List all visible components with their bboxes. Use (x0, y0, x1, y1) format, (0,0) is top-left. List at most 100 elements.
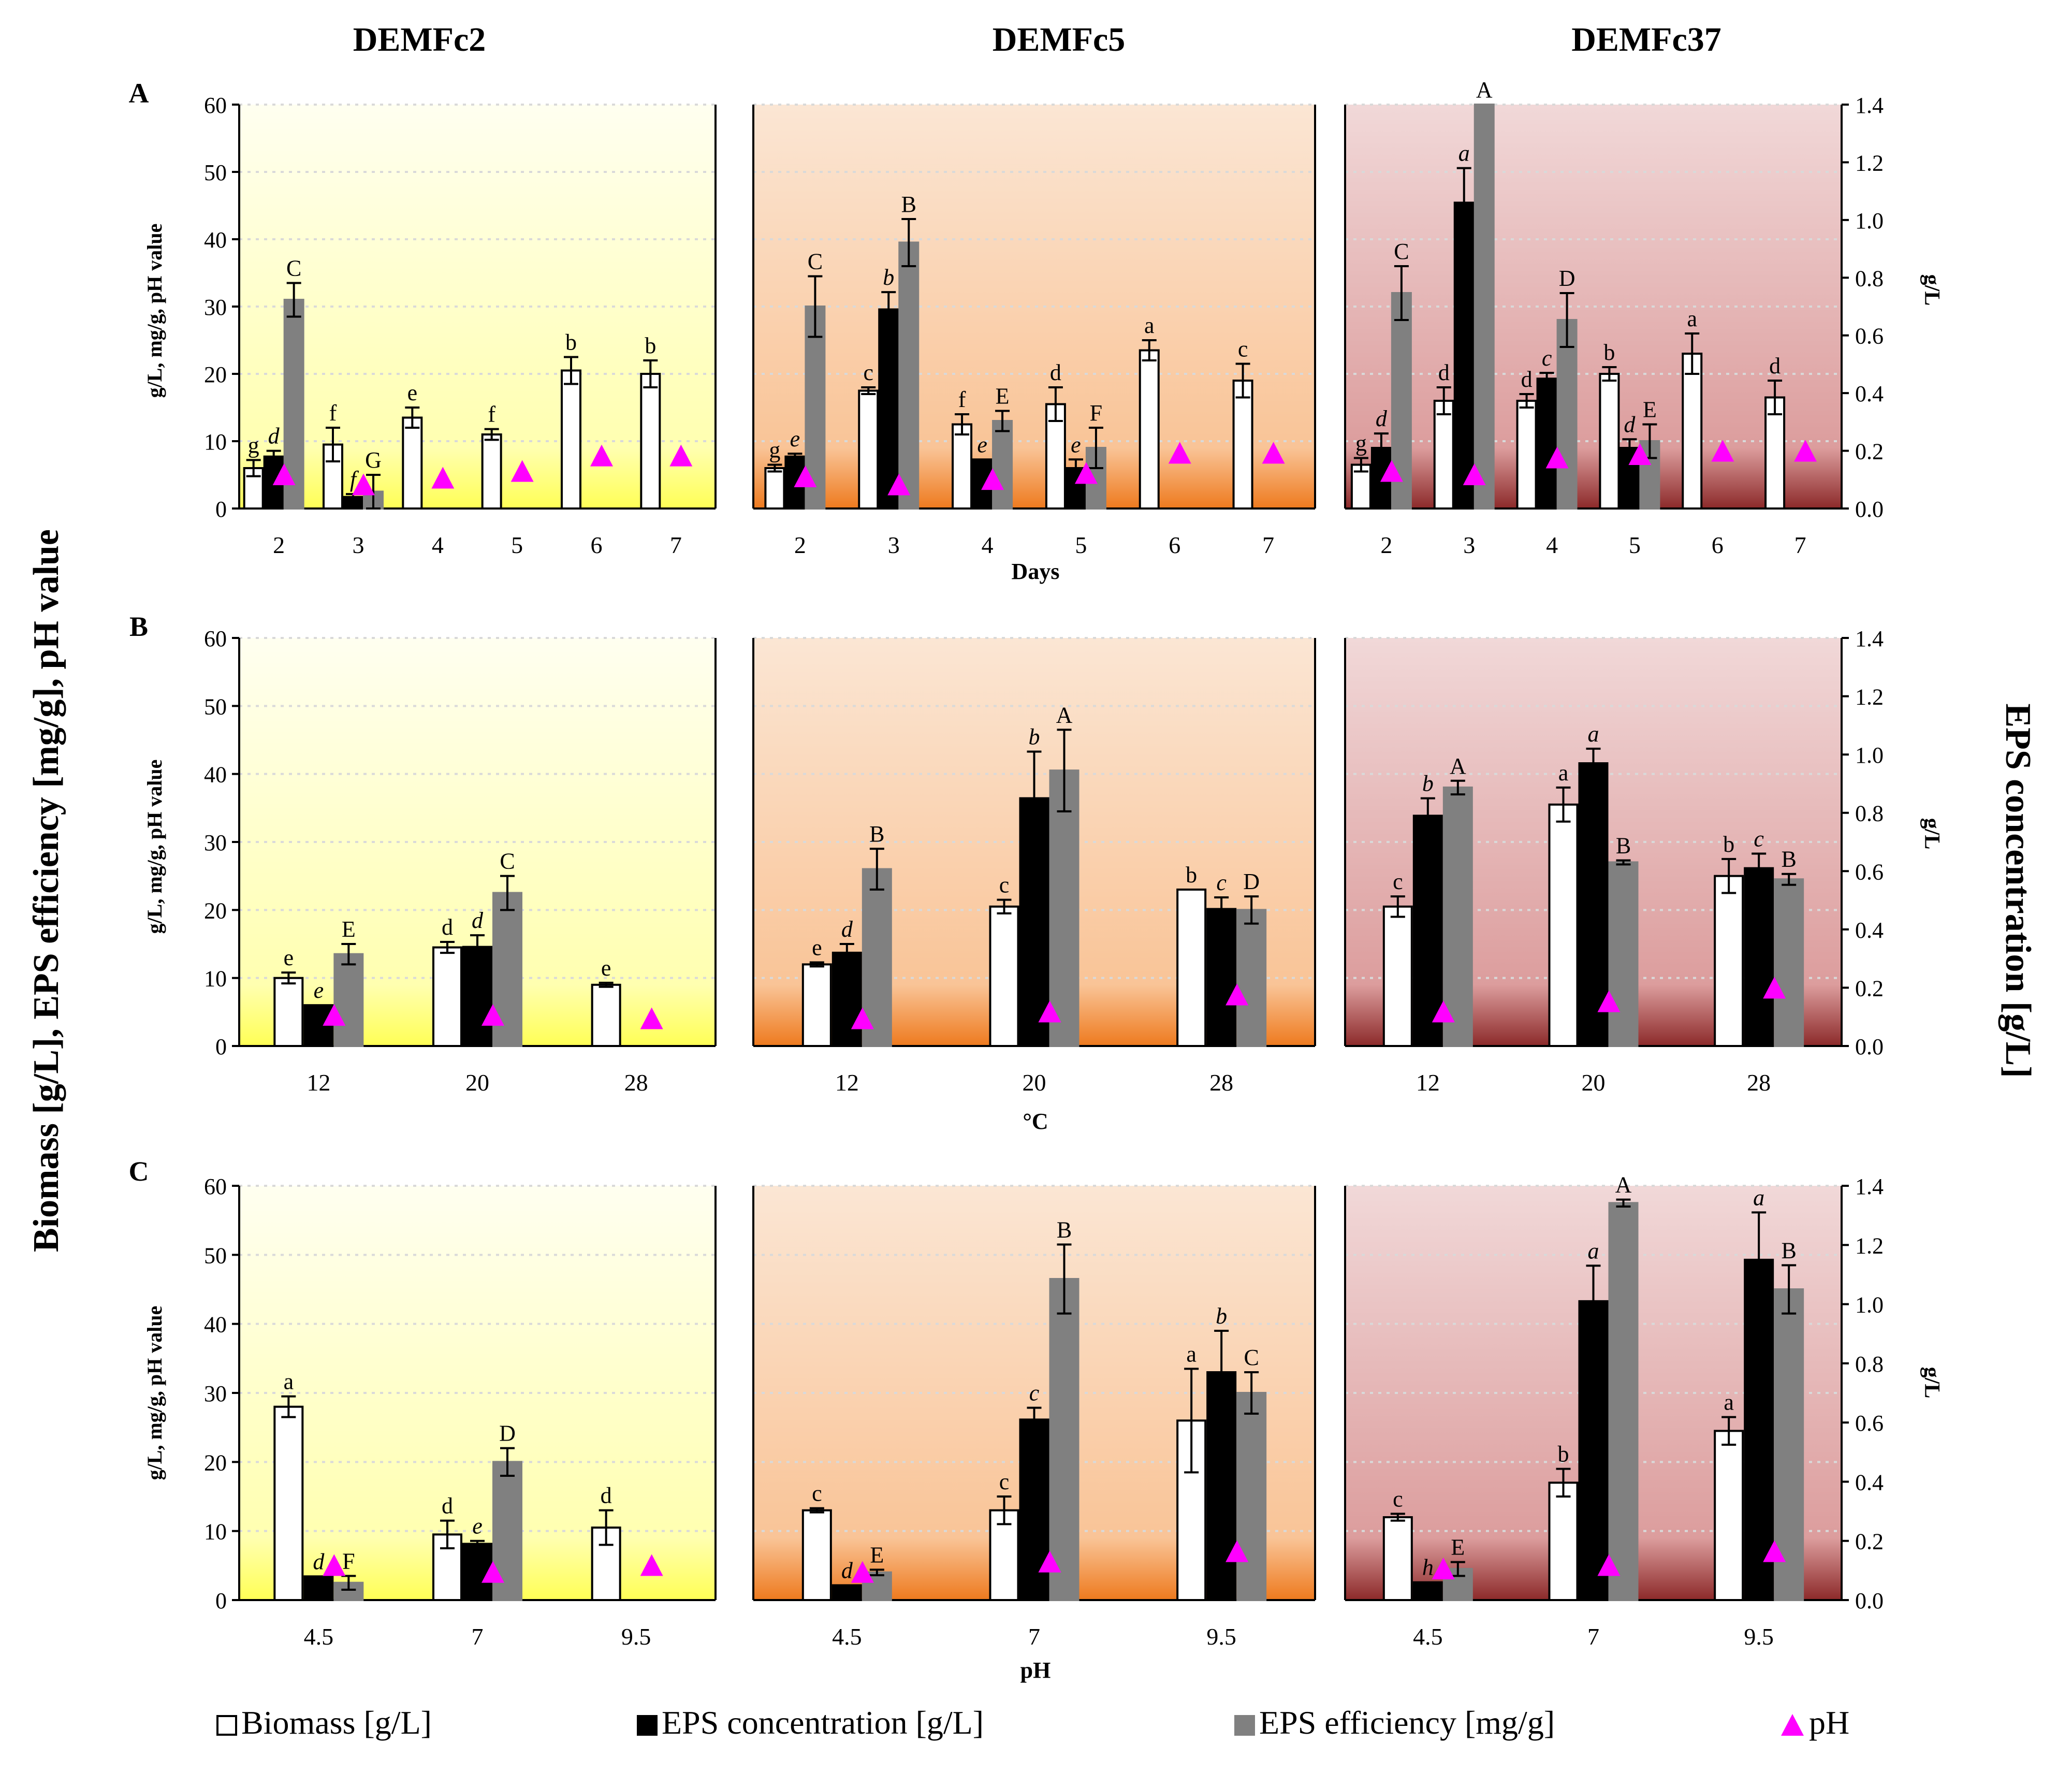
significance-label: a (1687, 306, 1697, 331)
biomass-bar (243, 467, 264, 510)
eps-efficiency-bar (1556, 319, 1578, 510)
significance-label: C (1394, 239, 1409, 264)
x-tick-label: 9.5 (1206, 1623, 1236, 1650)
left-tick-label: 0 (215, 1034, 227, 1059)
left-tick-label: 10 (204, 966, 227, 992)
x-tick-label: 9.5 (1744, 1623, 1774, 1650)
row-a-xlabel: Days (1012, 559, 1060, 584)
biomass-bar (1714, 875, 1744, 1047)
x-tick-label: 4 (1546, 532, 1558, 558)
left-tick-label: 60 (204, 626, 227, 651)
significance-label: b (1422, 771, 1434, 796)
biomass-bar (1382, 1516, 1413, 1601)
ph-marker (590, 444, 613, 467)
significance-label: f (329, 400, 337, 426)
significance-label: a (1588, 721, 1599, 747)
significance-label: E (996, 384, 1010, 409)
biomass-bar (640, 373, 661, 510)
ph-marker (1038, 1000, 1061, 1023)
eps-concentration-bar (1744, 1258, 1774, 1602)
ph-marker (431, 467, 455, 489)
ph-marker (481, 1561, 504, 1583)
x-tick-label: 7 (1587, 1623, 1599, 1650)
right-tick-label: 1.2 (1855, 1233, 1884, 1258)
x-tick-label: 20 (1023, 1069, 1046, 1096)
significance-label: B (1781, 847, 1796, 872)
ph-marker (1168, 442, 1191, 464)
right-tick-label: 0.6 (1855, 1411, 1884, 1436)
significance-label: B (1057, 1217, 1072, 1242)
eps-efficiency-bar (1049, 769, 1079, 1047)
plot-background (239, 1186, 716, 1600)
significance-label: c (1754, 826, 1764, 852)
significance-label: h (1422, 1555, 1434, 1580)
significance-label: c (812, 1481, 822, 1506)
left-tick-label: 30 (204, 1381, 227, 1406)
legend-label-eps-efficiency: EPS efficiency [mg/g] (1259, 1704, 1555, 1741)
eps-efficiency-bar (992, 420, 1013, 510)
biomass-bar (1548, 803, 1579, 1048)
ph-marker (272, 463, 296, 485)
legend-label-eps-concentration: EPS concentration [g/L] (662, 1704, 984, 1741)
x-tick-label: 4.5 (304, 1623, 334, 1650)
x-tick-label: 6 (1712, 532, 1724, 558)
eps-concentration-bar (462, 946, 492, 1047)
biomass-bar (1599, 373, 1620, 510)
significance-label: A (1056, 702, 1073, 728)
significance-label: c (1393, 869, 1403, 894)
ph-marker (1432, 1000, 1455, 1023)
significance-label: f (958, 387, 966, 412)
biomass-bar (801, 1509, 832, 1602)
eps-concentration-bar (1412, 1581, 1443, 1602)
significance-label: A (1615, 1172, 1632, 1198)
eps-efficiency-bar (1608, 1202, 1639, 1601)
significance-label: F (342, 1548, 355, 1574)
right-tick-label: 1.2 (1855, 150, 1884, 176)
ph-marker (981, 468, 1004, 490)
significance-label: c (1216, 870, 1227, 895)
ph-marker (1225, 983, 1249, 1006)
left-tick-label: 40 (204, 762, 227, 788)
biomass-bar (561, 369, 581, 510)
significance-label: C (500, 849, 515, 874)
right-tick-label: 0.0 (1855, 1588, 1884, 1614)
row-letter-c: C (129, 1156, 149, 1187)
x-tick-label: 7 (1262, 532, 1274, 558)
significance-label: e (407, 380, 418, 405)
left-tick-label: 20 (204, 1450, 227, 1475)
significance-label: b (883, 265, 894, 290)
eps-concentration-bar (1412, 815, 1443, 1048)
ph-marker (640, 1007, 663, 1029)
x-tick-label: 7 (1794, 532, 1806, 558)
biomass-bar (273, 977, 304, 1047)
x-tick-label: 20 (465, 1069, 489, 1096)
right-tick-label: 0.8 (1855, 801, 1884, 826)
ph-marker (1225, 1540, 1249, 1562)
significance-label: E (342, 917, 356, 942)
biomass-bar (1176, 888, 1207, 1048)
column-title-demfc37: DEMFc37 (1571, 21, 1721, 59)
eps-concentration-bar (878, 308, 899, 510)
eps-concentration-bar (1578, 1300, 1609, 1602)
significance-label: b (645, 333, 656, 358)
significance-label: c (1542, 345, 1552, 371)
significance-label: g (248, 432, 259, 458)
right-tick-label: 0.4 (1855, 1470, 1884, 1495)
biomass-bar (764, 467, 785, 510)
biomass-bar (402, 416, 423, 510)
ph-marker (1074, 462, 1098, 484)
row-a-right-ylabel: g/L (1920, 274, 1944, 306)
row-c-left-ylabel: g/L, mg/g, pH value (143, 1306, 166, 1480)
biomass-bar (1232, 380, 1253, 510)
biomass-bar (432, 946, 462, 1047)
panel-c-demfc5: 4.5 c dE 7 c c B 9.5 abC (752, 1185, 1316, 1650)
significance-label: D (499, 1421, 516, 1446)
right-tick-label: 0.0 (1855, 1034, 1884, 1059)
significance-label: e (1071, 432, 1081, 457)
significance-label: A (1476, 77, 1493, 103)
ph-marker (851, 1561, 874, 1583)
